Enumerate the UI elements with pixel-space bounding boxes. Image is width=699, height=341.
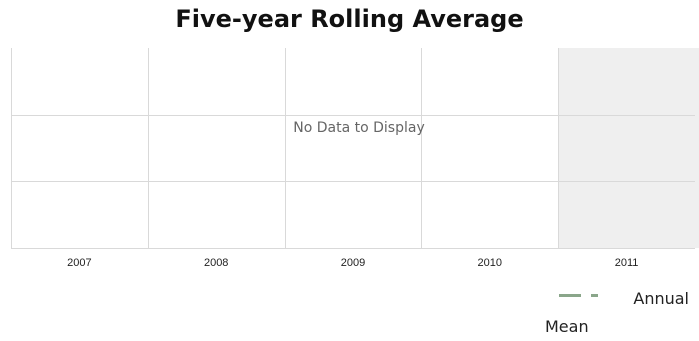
x-axis-ticks: 2007 2008 2009 2010 2011	[67, 257, 638, 269]
chart-title: Five-year Rolling Average	[175, 5, 524, 33]
x-tick-label: 2010	[478, 257, 502, 269]
legend-label-line2: Mean	[545, 317, 589, 336]
plot-area: 2007 2008 2009 2010 2011	[11, 48, 699, 269]
x-tick-label: 2009	[341, 257, 365, 269]
gridlines	[11, 48, 695, 249]
highlight-band	[558, 48, 699, 248]
no-data-message: No Data to Display	[293, 120, 425, 136]
x-tick-label: 2011	[615, 257, 639, 269]
x-tick-label: 2007	[67, 257, 91, 269]
legend-label-line1: Annual	[633, 289, 689, 308]
legend-swatch-dashed-line	[559, 294, 603, 298]
legend[interactable]: Annual Mean	[545, 285, 695, 341]
x-tick-label: 2008	[204, 257, 228, 269]
